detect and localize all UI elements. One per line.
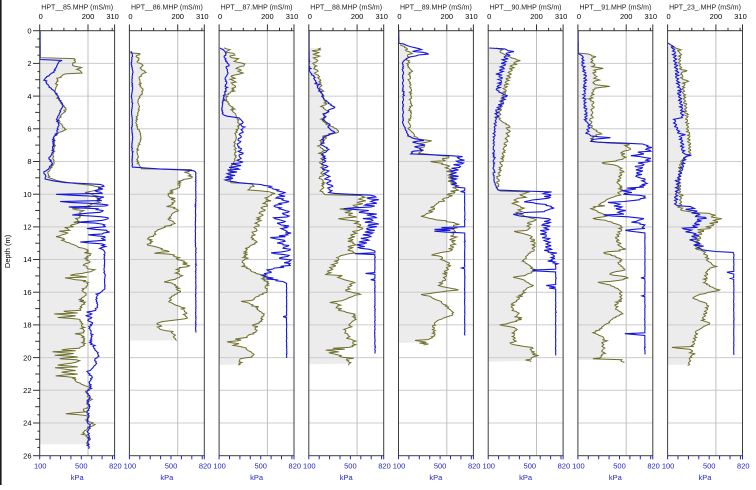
svg-text:100: 100 [662,462,675,471]
svg-text:4: 4 [27,92,31,101]
svg-text:kPa: kPa [699,473,713,482]
svg-text:820: 820 [199,462,212,471]
svg-text:820: 820 [109,462,122,471]
svg-text:200: 200 [351,12,364,21]
svg-text:kPa: kPa [429,473,443,482]
svg-text:310: 310 [286,12,299,21]
svg-text:HPT__86.MHP (mS/m): HPT__86.MHP (mS/m) [131,5,203,12]
svg-text:0: 0 [218,12,222,21]
svg-text:0: 0 [39,12,43,21]
svg-text:0: 0 [27,26,31,35]
svg-text:500: 500 [75,462,88,471]
svg-text:310: 310 [734,12,747,21]
svg-text:kPa: kPa [340,473,354,482]
svg-text:310: 310 [106,12,119,21]
svg-text:HPT__89.MHP (mS/m): HPT__89.MHP (mS/m) [400,5,472,12]
svg-text:100: 100 [482,462,495,471]
svg-text:Depth (m): Depth (m) [3,234,12,268]
svg-text:0: 0 [577,12,581,21]
svg-text:820: 820 [647,462,660,471]
svg-text:0: 0 [487,12,491,21]
svg-text:500: 500 [344,462,357,471]
svg-text:0: 0 [397,12,401,21]
svg-text:kPa: kPa [609,473,623,482]
svg-text:500: 500 [703,462,716,471]
svg-text:10: 10 [23,190,31,199]
svg-text:100: 100 [572,462,585,471]
svg-text:500: 500 [524,462,537,471]
svg-text:310: 310 [555,12,568,21]
svg-text:500: 500 [254,462,267,471]
svg-text:22: 22 [23,386,31,395]
svg-text:200: 200 [530,12,543,21]
svg-text:HPT__88.MHP (mS/m): HPT__88.MHP (mS/m) [310,5,382,12]
svg-text:24: 24 [23,419,31,428]
svg-text:18: 18 [23,321,31,330]
svg-text:500: 500 [613,462,626,471]
svg-text:26: 26 [23,451,31,460]
svg-text:200: 200 [171,12,184,21]
svg-text:0: 0 [667,12,671,21]
svg-text:820: 820 [558,462,571,471]
svg-text:200: 200 [441,12,454,21]
svg-text:200: 200 [710,12,723,21]
svg-text:820: 820 [468,462,481,471]
svg-text:310: 310 [375,12,388,21]
svg-text:100: 100 [303,462,316,471]
svg-text:16: 16 [23,288,31,297]
svg-text:14: 14 [23,255,31,264]
svg-text:310: 310 [465,12,478,21]
svg-text:HPT__91.MHP (mS/m): HPT__91.MHP (mS/m) [579,5,651,12]
svg-text:20: 20 [23,353,31,362]
svg-text:100: 100 [34,462,47,471]
svg-text:HPT__90.MHP (mS/m): HPT__90.MHP (mS/m) [490,5,562,12]
svg-text:200: 200 [261,12,274,21]
svg-text:200: 200 [82,12,95,21]
svg-text:820: 820 [289,462,302,471]
svg-text:12: 12 [23,223,31,232]
svg-text:100: 100 [124,462,137,471]
svg-text:6: 6 [27,125,31,134]
svg-text:kPa: kPa [71,473,85,482]
svg-text:0: 0 [308,12,312,21]
svg-text:500: 500 [434,462,447,471]
svg-text:310: 310 [196,12,209,21]
svg-text:500: 500 [165,462,178,471]
svg-text:HPT__87.MHP (mS/m): HPT__87.MHP (mS/m) [221,5,293,12]
svg-text:100: 100 [393,462,406,471]
svg-text:kPa: kPa [250,473,264,482]
svg-text:0: 0 [128,12,132,21]
svg-text:HPT_23_.MHP (mS/m): HPT_23_.MHP (mS/m) [669,5,741,12]
svg-text:kPa: kPa [160,473,174,482]
svg-text:HPT__85.MHP (mS/m): HPT__85.MHP (mS/m) [41,5,113,12]
svg-text:820: 820 [378,462,391,471]
svg-text:8: 8 [27,157,31,166]
svg-text:kPa: kPa [519,473,533,482]
svg-text:2: 2 [27,59,31,68]
svg-text:820: 820 [737,462,750,471]
svg-text:200: 200 [620,12,633,21]
svg-text:310: 310 [645,12,658,21]
svg-text:100: 100 [213,462,226,471]
